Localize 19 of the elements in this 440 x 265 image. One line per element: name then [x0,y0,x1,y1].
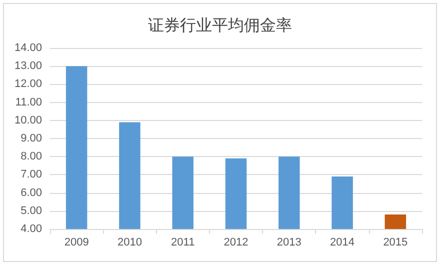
y-tick-label: 8.00 [20,150,42,163]
y-tick-label: 9.00 [20,132,42,144]
x-tick-label: 2013 [276,236,302,248]
y-tick-label: 4.00 [20,223,42,235]
x-tick-label: 2009 [64,236,89,248]
y-tick-label: 10.00 [14,114,42,126]
x-tick-label: 2010 [117,236,142,248]
y-tick-label: 7.00 [20,168,42,181]
x-tick-label: 2015 [383,236,408,248]
y-tick-label: 12.00 [14,78,42,90]
y-tick-label: 5.00 [20,204,42,217]
x-tick-label: 2014 [330,236,355,248]
y-tick-label: 14.00 [14,42,42,54]
y-tick-label: 11.00 [15,96,42,108]
y-tick-label: 13.00 [14,60,42,72]
chart-title: 证券行业平均佣金率 [148,16,292,34]
y-tick-label: 6.00 [20,186,42,199]
x-tick-label: 2011 [171,236,195,248]
x-tick-label: 2012 [224,236,248,248]
